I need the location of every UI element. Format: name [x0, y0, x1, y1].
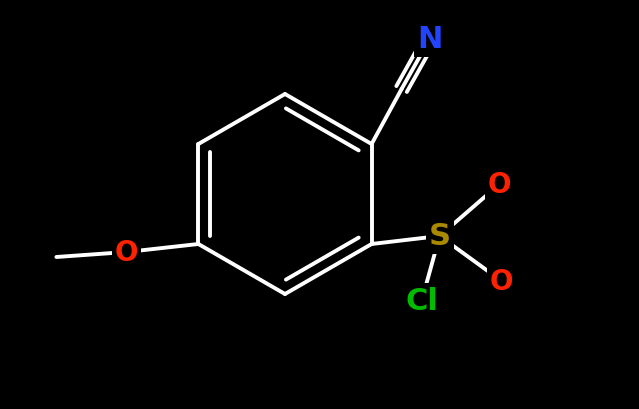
- Text: O: O: [114, 238, 138, 266]
- Text: S: S: [429, 222, 450, 251]
- Text: N: N: [417, 25, 442, 54]
- Text: O: O: [490, 267, 513, 295]
- Text: Cl: Cl: [405, 287, 438, 316]
- Text: O: O: [488, 171, 511, 198]
